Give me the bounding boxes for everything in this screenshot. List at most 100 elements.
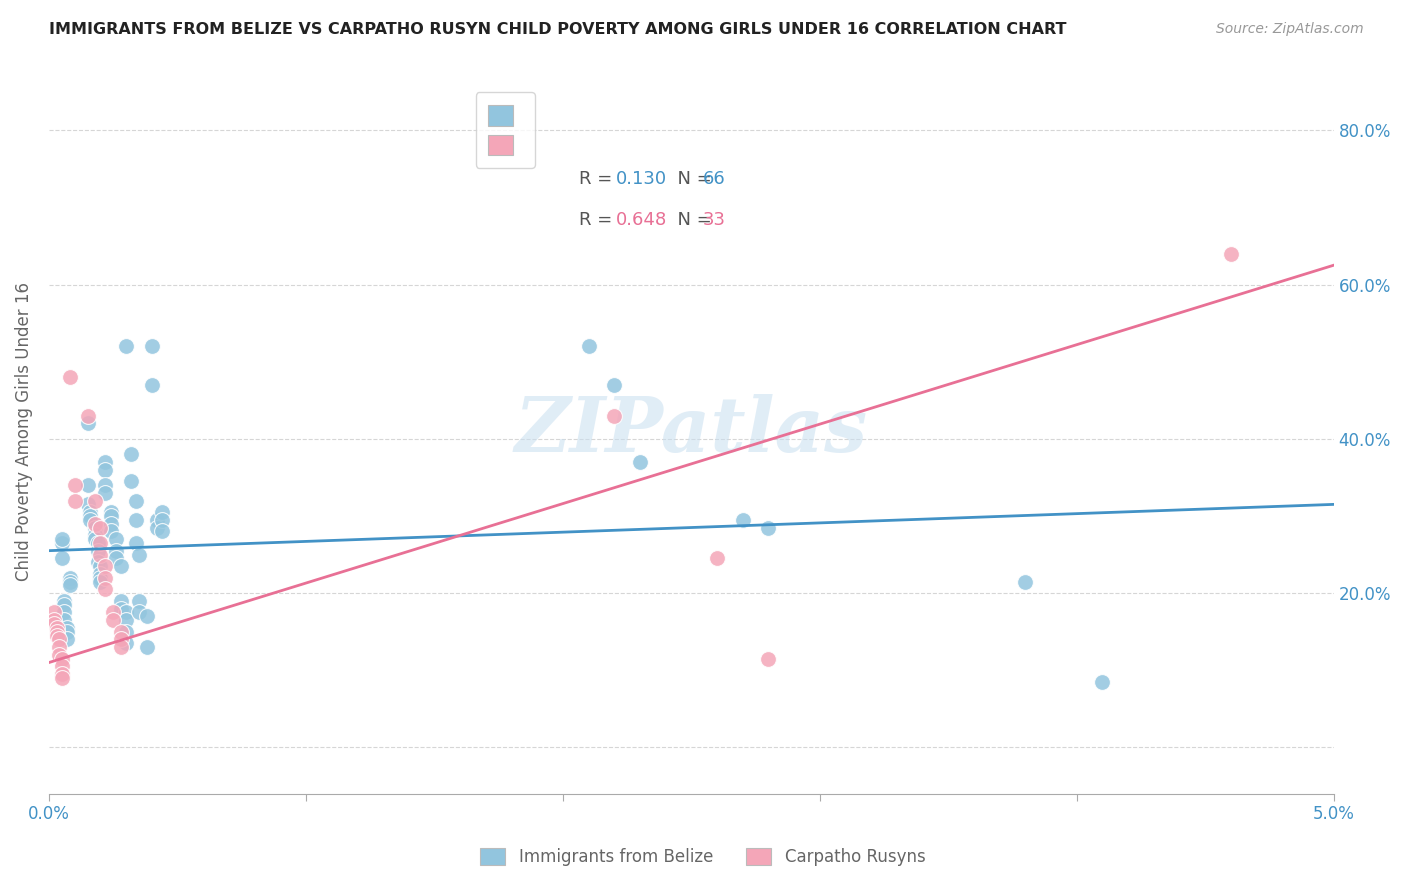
Point [603,377,626,392]
Point [76,478,98,492]
Point [79,505,101,519]
Text: 33: 33 [703,211,725,229]
Point [76,417,98,431]
Point [79,508,101,523]
Legend: , : , [475,92,536,168]
Point [120,447,142,461]
Point [89,548,111,562]
Point [58,370,80,384]
Point [706,551,728,566]
Point [100,505,122,519]
Point [53,598,76,612]
Point [51,551,73,566]
Point [48,632,70,647]
Point [51,536,73,550]
Text: 0.130: 0.130 [616,170,666,188]
Point [56,621,79,635]
Point [110,624,132,639]
Text: 0.648: 0.648 [616,211,666,229]
Point [58,578,80,592]
Point [84,532,107,546]
Point [150,505,173,519]
Point [628,455,651,469]
Point [115,624,138,639]
Point [110,601,132,615]
Text: ZIPatlas: ZIPatlas [515,394,868,468]
Point [104,532,127,546]
Point [115,606,138,620]
Point [48,648,70,662]
Point [125,513,148,527]
Point [141,339,163,353]
Point [1219,246,1241,260]
Point [45,628,67,642]
Point [125,493,148,508]
Point [115,613,138,627]
Point [758,520,780,534]
Point [110,640,132,654]
Point [53,606,76,620]
Point [84,493,107,508]
Text: N =: N = [666,170,717,188]
Point [56,624,79,639]
Point [578,339,600,353]
Point [87,555,110,569]
Point [141,377,163,392]
Point [94,485,117,500]
Point [94,571,117,585]
Point [89,520,111,534]
Point [115,636,138,650]
Point [103,613,125,627]
Point [42,617,65,632]
Point [94,463,117,477]
Point [89,536,111,550]
Point [58,574,80,589]
Point [87,543,110,558]
Point [135,609,157,624]
Point [150,524,173,539]
Point [89,574,111,589]
Point [128,548,150,562]
Point [120,475,142,489]
Text: IMMIGRANTS FROM BELIZE VS CARPATHO RUSYN CHILD POVERTY AMONG GIRLS UNDER 16 CORR: IMMIGRANTS FROM BELIZE VS CARPATHO RUSYN… [49,22,1067,37]
Point [79,513,101,527]
Point [48,640,70,654]
Text: 66: 66 [703,170,725,188]
Point [51,651,73,665]
Point [110,632,132,647]
Point [100,524,122,539]
Point [76,497,98,511]
Point [104,551,127,566]
Point [51,667,73,681]
Point [42,606,65,620]
Point [135,640,157,654]
Point [125,536,148,550]
Point [146,520,169,534]
Text: Source: ZipAtlas.com: Source: ZipAtlas.com [1216,22,1364,37]
Point [84,520,107,534]
Point [84,516,107,531]
Point [87,536,110,550]
Point [94,582,117,597]
Point [51,671,73,685]
Point [1014,574,1036,589]
Point [53,594,76,608]
Point [76,409,98,423]
Point [128,594,150,608]
Point [104,543,127,558]
Point [53,613,76,627]
Point [45,624,67,639]
Point [110,594,132,608]
Point [51,532,73,546]
Point [150,513,173,527]
Point [89,559,111,574]
Point [63,493,86,508]
Y-axis label: Child Poverty Among Girls Under 16: Child Poverty Among Girls Under 16 [15,282,32,581]
Point [42,613,65,627]
Point [94,559,117,574]
Point [63,478,86,492]
Point [94,478,117,492]
Legend: Immigrants from Belize, Carpatho Rusyns: Immigrants from Belize, Carpatho Rusyns [472,840,934,875]
Point [84,528,107,542]
Point [128,606,150,620]
